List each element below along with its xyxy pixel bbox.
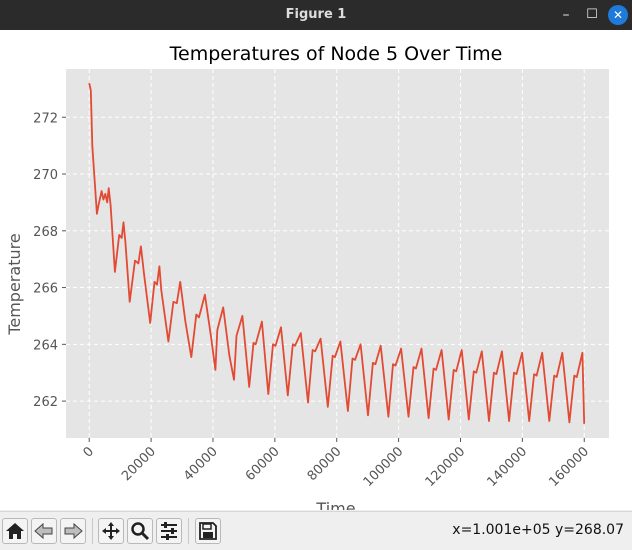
chart-title: Temperatures of Node 5 Over Time [169,43,503,65]
x-tick-label: 120000 [423,444,469,490]
x-axis-label: Time [315,499,355,510]
maximize-button[interactable]: ☐ [586,7,598,22]
y-tick-label: 272 [33,111,58,126]
save-button[interactable] [195,518,221,544]
configure-subplots-icon [161,522,177,540]
zoom-button[interactable] [127,518,153,544]
pan-button[interactable] [98,518,124,544]
configure-subplots-button[interactable] [156,518,182,544]
close-button[interactable]: ✕ [608,5,628,25]
minimize-button[interactable]: – [562,7,570,23]
line-chart[interactable]: 262 264 266 268 270 272 0 20000 40000 60000 80000 1… [0,30,632,510]
plot-area [66,69,609,438]
back-arrow-icon [34,522,53,540]
x-tick-label: 80000 [305,444,345,484]
x-tick-label: 0 [81,444,97,460]
y-axis-label: Temperature [5,233,24,335]
forward-button[interactable] [60,518,86,544]
x-tick-label: 140000 [484,444,530,490]
y-tick-label: 270 [33,168,58,183]
window-titlebar: Figure 1 – ☐ ✕ [0,0,632,30]
toolbar-separator [92,518,93,544]
series-layer [88,83,586,424]
x-tick-label: 100000 [361,444,407,490]
grid [66,69,609,438]
home-icon [6,523,24,539]
zoom-icon [131,522,150,541]
y-tick-label: 264 [33,338,58,353]
x-tick-label: 60000 [243,444,283,484]
x-tick-label: 160000 [546,444,592,490]
home-button[interactable] [2,518,28,544]
pan-move-icon [102,522,120,540]
figure-canvas[interactable]: 262 264 266 268 270 272 0 20000 40000 60000 80000 1… [0,30,632,510]
save-icon [199,522,217,540]
y-tick-label: 266 [33,282,58,297]
x-tick-label: 20000 [119,444,159,484]
window-title: Figure 1 [285,7,347,22]
x-tick-label: 40000 [181,444,221,484]
navigation-toolbar: x=1.001e+05 y=268.07 [0,511,632,550]
cursor-coordinates: x=1.001e+05 y=268.07 [452,522,624,538]
temperature-line [88,83,586,424]
y-tick-label: 262 [33,395,58,410]
y-tick-label: 268 [33,225,58,240]
back-button[interactable] [31,518,57,544]
toolbar-separator [188,518,189,544]
forward-arrow-icon [64,522,83,540]
